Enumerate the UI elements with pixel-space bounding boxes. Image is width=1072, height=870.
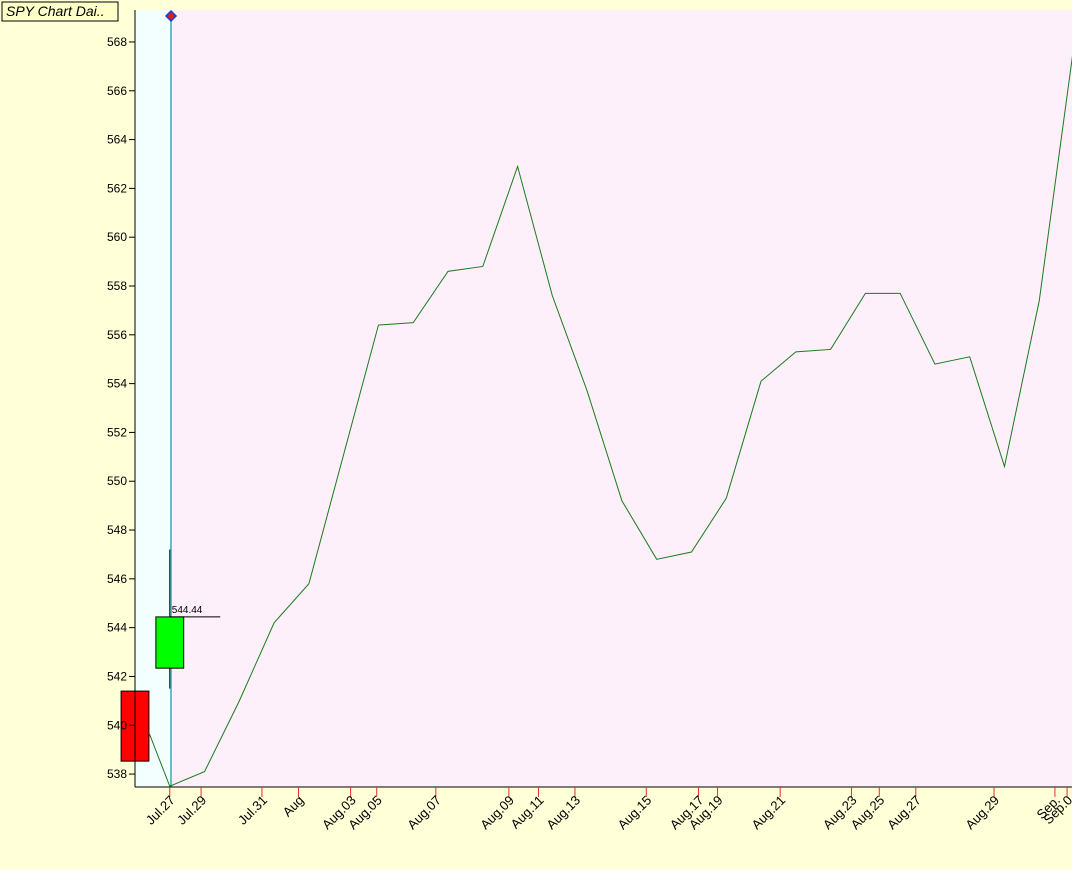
y-tick-label: 556 [107, 328, 127, 342]
candle-body [155, 616, 185, 669]
last-price-label: 544.44 [172, 605, 203, 616]
y-tick-label: 544 [107, 621, 127, 635]
y-tick-label: 542 [107, 669, 127, 683]
y-tick-label: 540 [107, 718, 127, 732]
x-tick-label: Jul.27 [143, 793, 178, 828]
y-tick-label: 566 [107, 84, 127, 98]
y-tick-label: 568 [107, 35, 127, 49]
y-tick-label: 538 [107, 767, 127, 781]
x-tick-label: Aug.07 [404, 793, 444, 833]
y-tick-label: 554 [107, 377, 127, 391]
cursor-marker [164, 9, 178, 23]
y-tick-label: 558 [107, 279, 127, 293]
chart-title: SPY Chart Dai.. [6, 3, 105, 19]
x-tick-label: Aug.13 [543, 793, 583, 833]
y-tick-label: 546 [107, 572, 127, 586]
x-tick-label: Aug.29 [962, 793, 1002, 833]
x-tick-label: Jul.31 [235, 793, 270, 828]
y-tick-label: 548 [107, 523, 127, 537]
price-line [148, 55, 1072, 787]
y-tick-label: 550 [107, 474, 127, 488]
title-box [1, 1, 119, 22]
x-tick-label: Aug.09 [477, 793, 517, 833]
plot-area [171, 10, 1072, 787]
x-tick-label: Aug.11 [507, 793, 546, 832]
y-tick-label: 564 [107, 133, 127, 147]
x-tick-label: Aug.15 [615, 793, 655, 833]
plot-left-band [135, 10, 171, 787]
y-tick-label: 552 [107, 425, 127, 439]
x-tick-label: Aug.27 [884, 793, 924, 833]
x-tick-label: Jul.29 [174, 793, 209, 828]
x-tick-label: Aug [280, 793, 307, 820]
x-tick-label: Aug.21 [749, 793, 789, 833]
y-tick-label: 562 [107, 181, 127, 195]
y-tick-label: 560 [107, 230, 127, 244]
